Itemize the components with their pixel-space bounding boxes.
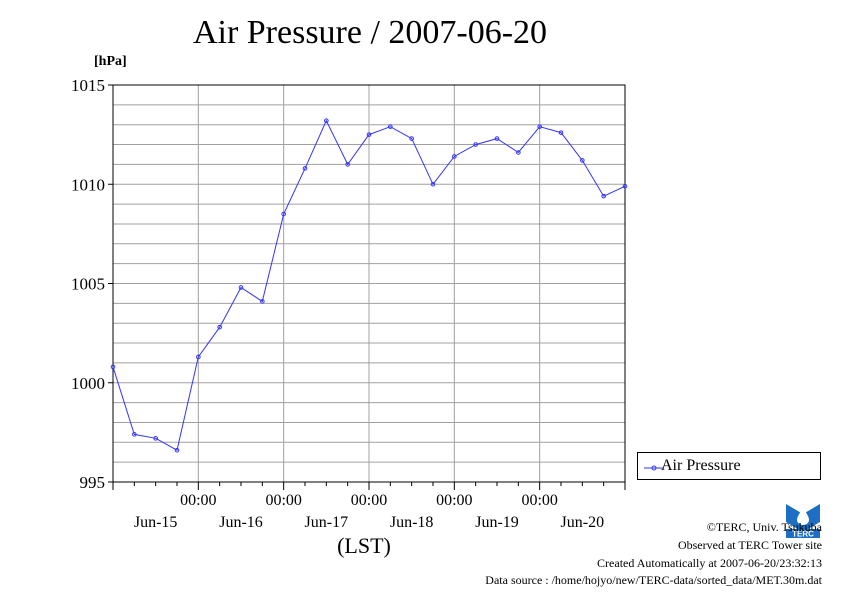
series-point bbox=[601, 193, 606, 199]
series-point bbox=[174, 447, 180, 453]
series-point bbox=[473, 142, 478, 147]
x-tick-label-day: Jun-17 bbox=[305, 514, 349, 531]
series-point bbox=[388, 124, 393, 129]
series-line bbox=[112, 119, 626, 451]
series-point bbox=[110, 364, 116, 370]
series-layer bbox=[110, 118, 628, 453]
series-point bbox=[153, 436, 158, 441]
series-point bbox=[196, 354, 201, 360]
series-point bbox=[622, 183, 628, 189]
series-point bbox=[281, 211, 286, 217]
x-tick-label-day: Jun-18 bbox=[390, 514, 434, 531]
series-point bbox=[302, 166, 308, 171]
plot-frame bbox=[112, 84, 626, 483]
series-point bbox=[430, 181, 436, 187]
series-point bbox=[580, 158, 585, 163]
series-point bbox=[238, 285, 244, 290]
x-axis-label: (LST) bbox=[337, 533, 391, 558]
chart-title: Air Pressure / 2007-06-20 bbox=[192, 14, 548, 51]
series-point bbox=[537, 124, 542, 129]
y-axis-unit: [hPa] bbox=[94, 54, 127, 69]
credit-created: Created Automatically at 2007-06-20/23:3… bbox=[597, 556, 822, 570]
credit-copyright: ©TERC, Univ. Tsukuba bbox=[706, 520, 822, 534]
logo-text: TERC bbox=[792, 530, 814, 539]
series-point bbox=[324, 118, 329, 124]
series-point bbox=[217, 324, 222, 330]
axis-ticks bbox=[108, 84, 626, 490]
series-point bbox=[452, 154, 457, 159]
series-point bbox=[345, 162, 350, 167]
legend: Air Pressure bbox=[637, 452, 821, 480]
series-point bbox=[366, 132, 372, 137]
x-tick-label-day: Jun-15 bbox=[134, 514, 178, 531]
x-tick-label-day: Jun-19 bbox=[475, 514, 519, 531]
series-point bbox=[260, 299, 265, 304]
x-tick-label-time: 00:00 bbox=[521, 492, 557, 509]
x-tick-label-day: Jun-20 bbox=[561, 514, 605, 531]
series-point bbox=[558, 130, 564, 135]
y-tick-label: 1000 bbox=[71, 374, 105, 393]
series-point bbox=[409, 136, 414, 141]
axis-labels: 995 1000 1005 1010 1015 00:00 00:00 00:00 00:00 0… bbox=[71, 76, 604, 558]
grid-lines bbox=[113, 85, 625, 482]
x-tick-label-time: 00:00 bbox=[351, 492, 387, 509]
x-tick-label-time: 00:00 bbox=[180, 492, 216, 509]
x-tick-label-time: 00:00 bbox=[436, 492, 472, 509]
y-tick-label: 1010 bbox=[71, 175, 105, 194]
x-tick-label-day: Jun-16 bbox=[219, 514, 263, 531]
series-point bbox=[132, 432, 137, 437]
terc-logo: TERC bbox=[784, 502, 822, 538]
credit-observed: Observed at TERC Tower site bbox=[677, 538, 822, 552]
series-point bbox=[516, 150, 521, 155]
credit-source: Data source : /home/hojyo/new/TERC-data/… bbox=[485, 573, 822, 587]
series-point bbox=[494, 136, 500, 141]
legend-swatch bbox=[644, 465, 664, 471]
y-tick-label: 1005 bbox=[71, 275, 105, 294]
y-tick-label: 1015 bbox=[71, 76, 105, 95]
x-tick-label-time: 00:00 bbox=[265, 492, 301, 509]
legend-label: Air Pressure bbox=[661, 457, 741, 474]
y-tick-label: 995 bbox=[80, 473, 106, 492]
